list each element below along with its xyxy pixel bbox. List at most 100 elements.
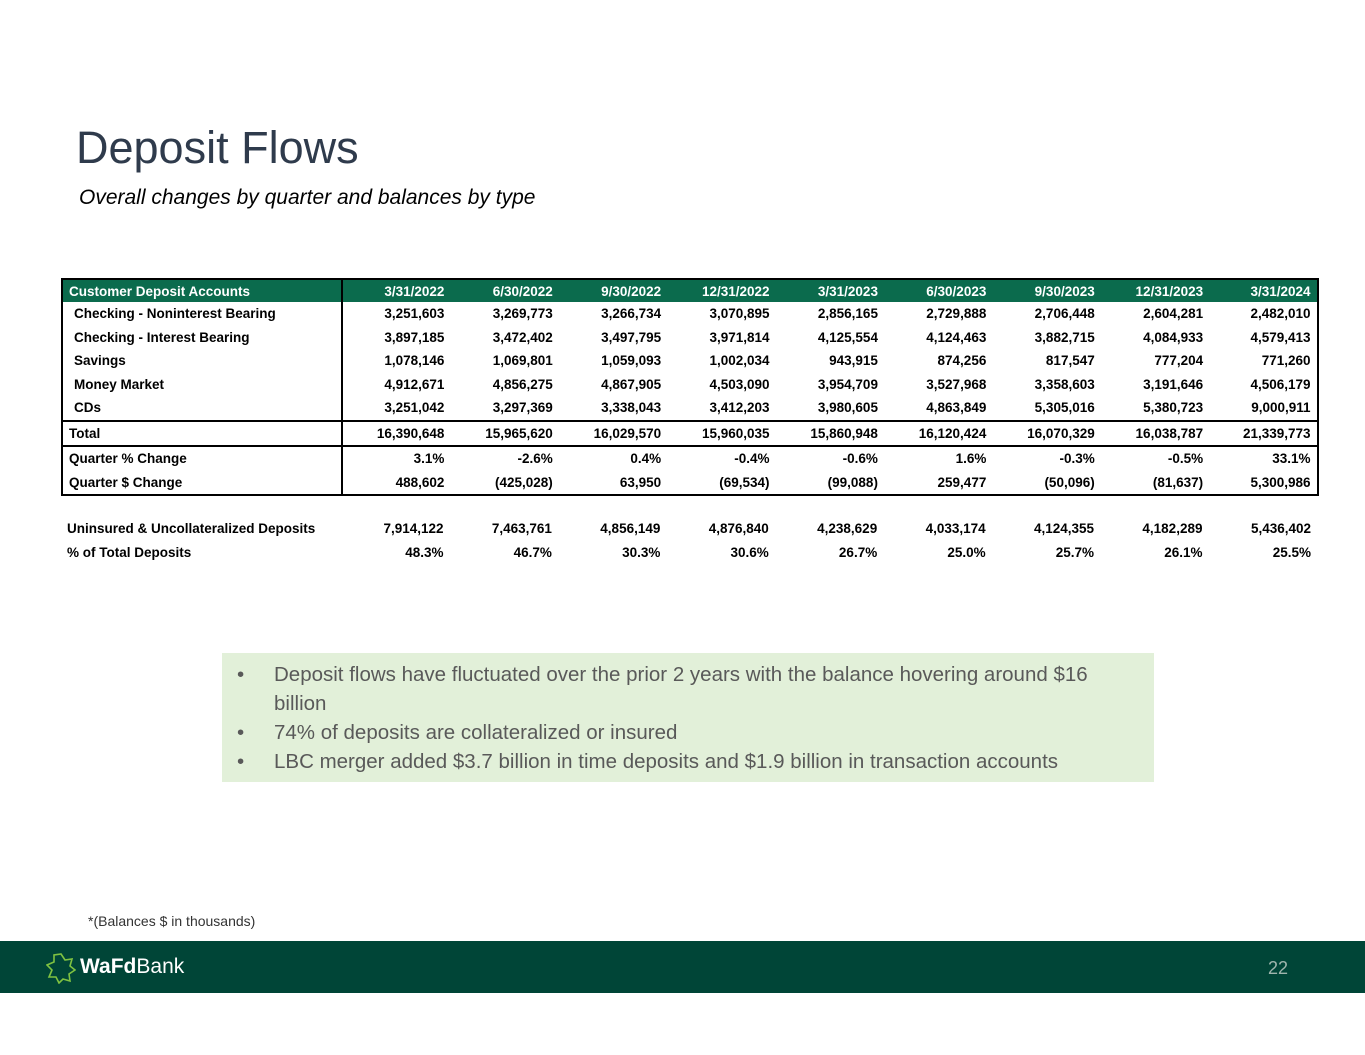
column-header: 3/31/2022 bbox=[342, 279, 451, 302]
column-header: 3/31/2024 bbox=[1209, 279, 1318, 302]
cell: 15,960,035 bbox=[667, 419, 776, 446]
logo: WaFdBank bbox=[80, 955, 184, 979]
table-row: Total 16,390,648 15,965,620 16,029,570 15,96… bbox=[62, 419, 1318, 446]
cell: 3,269,773 bbox=[492, 306, 553, 322]
cell: 26.1% bbox=[1164, 544, 1203, 560]
cell: 15,860,948 bbox=[775, 419, 884, 446]
cell: 5,380,723 bbox=[1143, 400, 1204, 416]
cell: 3,971,814 bbox=[709, 329, 770, 345]
column-header: 12/31/2022 bbox=[667, 279, 776, 302]
bullet: LBC merger added $3.7 billion in time de… bbox=[237, 747, 1124, 776]
cell: 63,950 bbox=[619, 474, 662, 490]
cell: -0.6% bbox=[775, 445, 884, 471]
row-label: CDs bbox=[62, 396, 343, 421]
cell: -0.4% bbox=[667, 445, 776, 471]
table-row: Checking - Noninterest Bearing 3,251,603 3… bbox=[62, 302, 1318, 326]
cell: 16,390,648 bbox=[342, 419, 451, 446]
cell: -2.6% bbox=[450, 445, 559, 471]
cell: 4,124,463 bbox=[926, 329, 987, 345]
cell: 2,706,448 bbox=[1034, 306, 1095, 322]
cell: 5,305,016 bbox=[1034, 400, 1095, 416]
summary-table: Uninsured & Uncollateralized Deposits 7,9… bbox=[61, 517, 1317, 564]
cell: 2,482,010 bbox=[1250, 306, 1311, 322]
cell: 30.6% bbox=[730, 544, 769, 560]
cell: 4,579,413 bbox=[1250, 329, 1311, 345]
cell: 777,204 bbox=[1154, 353, 1204, 369]
cell: 25.5% bbox=[1272, 544, 1311, 560]
cell: 5,436,402 bbox=[1250, 521, 1311, 537]
cell: 16,120,424 bbox=[883, 419, 993, 446]
cell: 16,038,787 bbox=[1100, 419, 1210, 446]
cell: 1,059,093 bbox=[601, 353, 662, 369]
cell: 4,503,090 bbox=[709, 376, 770, 392]
cell: 7,914,122 bbox=[383, 521, 444, 537]
cell: (99,088) bbox=[827, 474, 878, 490]
cell: 771,260 bbox=[1261, 353, 1311, 369]
footer-bar bbox=[0, 941, 1365, 993]
cell: 4,867,905 bbox=[601, 376, 662, 392]
row-label: % of Total Deposits bbox=[67, 544, 192, 560]
bullet-box: Deposit flows have fluctuated over the p… bbox=[222, 653, 1154, 782]
cell: 4,856,149 bbox=[600, 521, 661, 537]
logo-bold: WaFd bbox=[80, 955, 137, 978]
cell: 3,882,715 bbox=[1034, 329, 1095, 345]
cell: 33.1% bbox=[1209, 445, 1318, 471]
cell: 0.4% bbox=[558, 445, 668, 471]
cell: 1.6% bbox=[883, 445, 993, 471]
cell: 5,300,986 bbox=[1250, 474, 1311, 490]
table-row: Money Market 4,912,671 4,856,275 4,867,905 4… bbox=[62, 372, 1318, 396]
cell: 25.0% bbox=[947, 544, 986, 560]
cell: 3,191,646 bbox=[1143, 376, 1204, 392]
cell: 4,124,355 bbox=[1033, 521, 1095, 537]
cell: 817,547 bbox=[1045, 353, 1095, 369]
column-header: 6/30/2022 bbox=[450, 279, 559, 302]
cell: 259,477 bbox=[937, 474, 987, 490]
cell: 4,084,933 bbox=[1143, 329, 1204, 345]
cell: 4,856,275 bbox=[492, 376, 553, 392]
cell: -0.3% bbox=[992, 445, 1101, 471]
cell: 2,856,165 bbox=[817, 306, 878, 322]
cell: 16,029,570 bbox=[558, 419, 668, 446]
cell: 3,954,709 bbox=[817, 376, 878, 392]
cell: 3,412,203 bbox=[709, 400, 770, 416]
cell: 3,980,605 bbox=[817, 400, 878, 416]
cell: 3,251,042 bbox=[384, 400, 445, 416]
cell: 21,339,773 bbox=[1209, 419, 1318, 446]
subtitle: Overall changes by quarter and balances … bbox=[79, 186, 536, 209]
deposit-table: Customer Deposit Accounts 3/31/2022 6/30/2… bbox=[61, 278, 1319, 496]
table-row: Quarter % Change 3.1% -2.6% 0.4% -0.4% -0.6% 1… bbox=[62, 445, 1318, 471]
header-row: Customer Deposit Accounts 3/31/2022 6/30/2… bbox=[62, 279, 1318, 302]
summary-row: Uninsured & Uncollateralized Deposits 7,9… bbox=[61, 517, 1317, 541]
cell: 1,069,801 bbox=[492, 353, 553, 369]
cell: 46.7% bbox=[513, 544, 552, 560]
cell: 1,078,146 bbox=[384, 353, 445, 369]
column-header: 12/31/2023 bbox=[1100, 279, 1210, 302]
table-row: Quarter $ Change 488,602 (425,028) 63,950 (6… bbox=[62, 470, 1318, 495]
cell: 2,604,281 bbox=[1143, 306, 1204, 322]
cell: 3,338,043 bbox=[601, 400, 662, 416]
cell: 3,358,603 bbox=[1034, 376, 1095, 392]
cell: 4,033,174 bbox=[925, 521, 986, 537]
bullet: 74% of deposits are collateralized or in… bbox=[237, 718, 1124, 747]
cell: 4,863,849 bbox=[926, 400, 987, 416]
cell: 25.7% bbox=[1055, 544, 1095, 560]
cell: 3,266,734 bbox=[601, 306, 662, 322]
cell: 7,463,761 bbox=[491, 521, 552, 537]
cell: 4,182,289 bbox=[1142, 521, 1203, 537]
row-label: Quarter $ Change bbox=[62, 470, 343, 495]
row-label: Total bbox=[62, 419, 343, 446]
cell: 4,238,629 bbox=[817, 521, 878, 537]
cell: 48.3% bbox=[405, 544, 444, 560]
title: Deposit Flows bbox=[76, 122, 359, 173]
table-row: Savings 1,078,146 1,069,801 1,059,093 1,002,… bbox=[62, 349, 1318, 373]
cell: 30.3% bbox=[622, 544, 661, 560]
table-row: Checking - Interest Bearing 3,897,185 3,47… bbox=[62, 325, 1318, 349]
cell: 3,251,603 bbox=[384, 306, 445, 322]
cell: 3,897,185 bbox=[384, 329, 445, 345]
row-label: Checking - Interest Bearing bbox=[62, 325, 343, 349]
row-label: Money Market bbox=[62, 372, 343, 396]
row-label: Checking - Noninterest Bearing bbox=[62, 302, 343, 326]
row-label: Uninsured & Uncollateralized Deposits bbox=[67, 521, 316, 537]
column-header: 9/30/2022 bbox=[558, 279, 668, 302]
